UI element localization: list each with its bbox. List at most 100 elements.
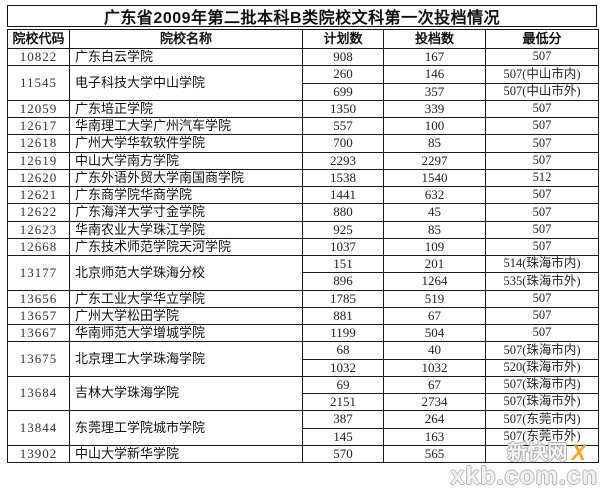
plan-count-cell: 699 <box>302 82 384 101</box>
college-name-cell: 广东培正学院 <box>69 99 303 119</box>
plan-count-cell: 1199 <box>302 323 384 343</box>
plan-count-cell: 700 <box>302 134 384 153</box>
college-name-cell: 广东外语外贸大学南国商学院 <box>69 168 303 188</box>
plan-count-cell: 68 <box>302 341 384 360</box>
min-score-cell: 514(珠海市内) <box>485 254 599 274</box>
filed-count-cell: 163 <box>383 427 486 446</box>
filed-count-cell: 504 <box>383 323 486 343</box>
min-score-cell: 507 <box>485 116 599 136</box>
plan-count-cell: 145 <box>302 427 384 446</box>
college-name-cell: 电子科技大学中山学院 <box>69 65 303 101</box>
min-score-cell: 507 <box>485 99 599 119</box>
col-header-college-code: 院校代码 <box>7 29 70 49</box>
plan-count-cell: 570 <box>302 444 384 464</box>
table-header-row: 院校代码 院校名称 计划数 投档数 最低分 <box>7 29 599 49</box>
filed-count-cell: 146 <box>383 65 486 84</box>
filed-count-cell: 565 <box>383 444 486 464</box>
col-header-college-name: 院校名称 <box>69 29 303 49</box>
college-name-cell: 华南师范大学增城学院 <box>69 323 303 343</box>
filed-count-cell: 40 <box>383 341 486 360</box>
college-name-cell: 中山大学南方学院 <box>69 151 303 170</box>
plan-count-cell: 1785 <box>302 289 384 308</box>
filed-count-cell: 201 <box>383 254 486 274</box>
table-row: 13656 广东工业大学华立学院 1785 519 507 <box>7 289 599 308</box>
college-code-cell: 13656 <box>7 289 70 308</box>
table-row: 13667 华南师范大学增城学院 1199 504 507 <box>7 323 599 343</box>
min-score-cell: 535(珠海市外) <box>485 272 599 291</box>
table-row: 896 1264 535(珠海市外) <box>8 272 599 291</box>
table-row: 12059 广东培正学院 1350 339 507 <box>7 99 599 119</box>
min-score-cell: 507 <box>485 323 599 343</box>
table-row: 1032 1032 520(珠海市外) <box>8 358 599 377</box>
min-score-cell: 507 <box>485 185 599 205</box>
table-row: 12618 广州大学华软软件学院 700 85 507 <box>7 134 599 153</box>
table-body: 10822 广东白云学院 908 167 507 11545 电子科技大学中山学院 260 14… <box>7 47 599 464</box>
filed-count-cell: 67 <box>383 375 486 395</box>
college-code-cell: 13667 <box>7 323 70 343</box>
filed-count-cell: 45 <box>383 203 486 222</box>
watermark-site-domain: xkb.com.cn <box>450 462 598 490</box>
table-row: 2151 2734 507(珠海市外) <box>8 392 599 412</box>
min-score-cell: 507 <box>485 134 599 153</box>
min-score-cell: 507(中山市内) <box>485 65 599 84</box>
college-code-cell: 12617 <box>7 116 70 136</box>
filed-count-cell: 1032 <box>383 358 486 377</box>
filed-count-cell: 339 <box>383 99 486 119</box>
filed-count-cell: 632 <box>383 185 486 205</box>
college-name-cell: 中山大学新华学院 <box>69 444 303 464</box>
min-score-cell: 507(中山市外) <box>485 82 599 101</box>
plan-count-cell: 557 <box>302 116 384 136</box>
college-code-cell: 13684 <box>7 375 70 412</box>
college-name-cell: 广州大学松田学院 <box>69 306 303 326</box>
table-row: 13684 吉林大学珠海学院 69 67 507(珠海市内) <box>7 375 599 412</box>
college-code-cell: 13844 <box>7 410 70 446</box>
min-score-cell: 507(东莞市外) <box>485 427 599 446</box>
college-code-cell: 10822 <box>7 47 70 67</box>
table-row: 13177 北京师范大学珠海分校 151 201 514(珠海市内) <box>7 254 599 291</box>
table-row: 12619 中山大学南方学院 2293 2297 507 <box>7 151 599 170</box>
page-title: 广东省2009年第二批本科B类院校文科第一次投档情况 <box>7 5 597 27</box>
plan-count-cell: 896 <box>302 272 384 291</box>
table-row: 10822 广东白云学院 908 167 507 <box>7 47 599 67</box>
col-header-plan-count: 计划数 <box>302 29 384 49</box>
plan-count-cell: 1538 <box>302 168 384 188</box>
filed-count-cell: 85 <box>383 220 486 239</box>
college-name-cell: 北京理工大学珠海学院 <box>69 341 303 377</box>
college-name-cell: 华南理工大学广州汽车学院 <box>69 116 303 136</box>
college-code-cell: 12619 <box>7 151 70 170</box>
plan-count-cell: 881 <box>302 306 384 326</box>
plan-count-cell: 2151 <box>302 392 384 412</box>
plan-count-cell: 925 <box>302 220 384 239</box>
college-code-cell: 13657 <box>7 306 70 326</box>
filed-count-cell: 519 <box>383 289 486 308</box>
college-code-cell: 13902 <box>7 444 70 464</box>
plan-count-cell: 1032 <box>302 358 384 377</box>
filed-count-cell: 85 <box>383 134 486 153</box>
college-name-cell: 广东商学院华商学院 <box>69 185 303 205</box>
min-score-cell: 520(珠海市外) <box>485 358 599 377</box>
college-name-cell: 东莞理工学院城市学院 <box>69 410 303 446</box>
college-code-cell: 12618 <box>7 134 70 153</box>
college-name-cell: 吉林大学珠海学院 <box>69 375 303 412</box>
table-row: 12620 广东外语外贸大学南国商学院 1538 1540 512 <box>7 168 599 188</box>
col-header-min-score: 最低分 <box>485 29 599 49</box>
plan-count-cell: 1037 <box>302 237 384 257</box>
filed-count-cell: 67 <box>383 306 486 326</box>
filed-count-cell: 109 <box>383 237 486 257</box>
filed-count-cell: 264 <box>383 410 486 429</box>
college-code-cell: 12621 <box>7 185 70 205</box>
table-row: 13844 东莞理工学院城市学院 387 264 507(东莞市内) <box>7 410 599 446</box>
table-row: 12617 华南理工大学广州汽车学院 557 100 507 <box>7 116 599 136</box>
min-score-cell: 507 <box>485 289 599 308</box>
min-score-cell: 507(珠海市内) <box>485 375 599 395</box>
plan-count-cell: 387 <box>302 410 384 429</box>
min-score-cell <box>485 444 599 464</box>
college-code-cell: 12622 <box>7 203 70 222</box>
table-row: 12622 广东海洋大学寸金学院 880 45 507 <box>7 203 599 222</box>
plan-count-cell: 260 <box>302 65 384 84</box>
min-score-cell: 507 <box>485 151 599 170</box>
filed-count-cell: 2297 <box>383 151 486 170</box>
college-code-cell: 13675 <box>7 341 70 377</box>
filed-count-cell: 2734 <box>383 392 486 412</box>
min-score-cell: 507 <box>485 203 599 222</box>
